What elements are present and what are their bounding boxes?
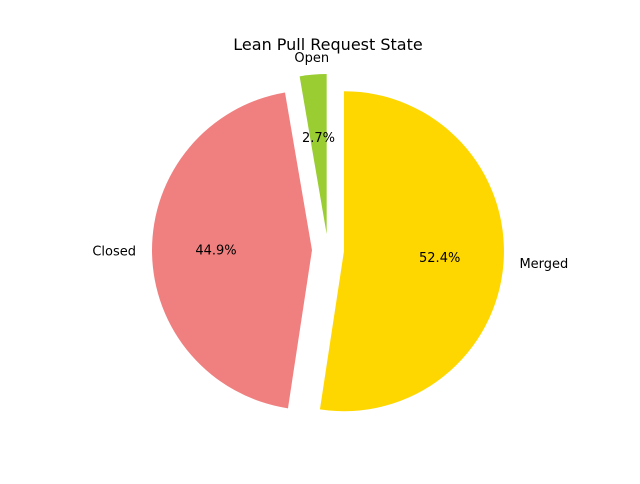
pie-slice-merged [319, 91, 504, 412]
labels-layer: 52.4% Merged 44.9% Closed 2.7% Open [92, 51, 568, 272]
pct-label-merged: 52.4% [419, 251, 460, 266]
slice-label-closed: Closed [92, 244, 136, 259]
slice-label-open: Open [294, 51, 329, 66]
slice-label-merged: Merged [519, 257, 568, 272]
chart-title: Lean Pull Request State [233, 35, 422, 54]
pie-slice-closed [152, 92, 313, 409]
slices-layer [152, 74, 504, 412]
pie-slice-open [299, 74, 327, 235]
pct-label-open: 2.7% [302, 131, 335, 146]
pct-label-closed: 44.9% [195, 244, 236, 259]
